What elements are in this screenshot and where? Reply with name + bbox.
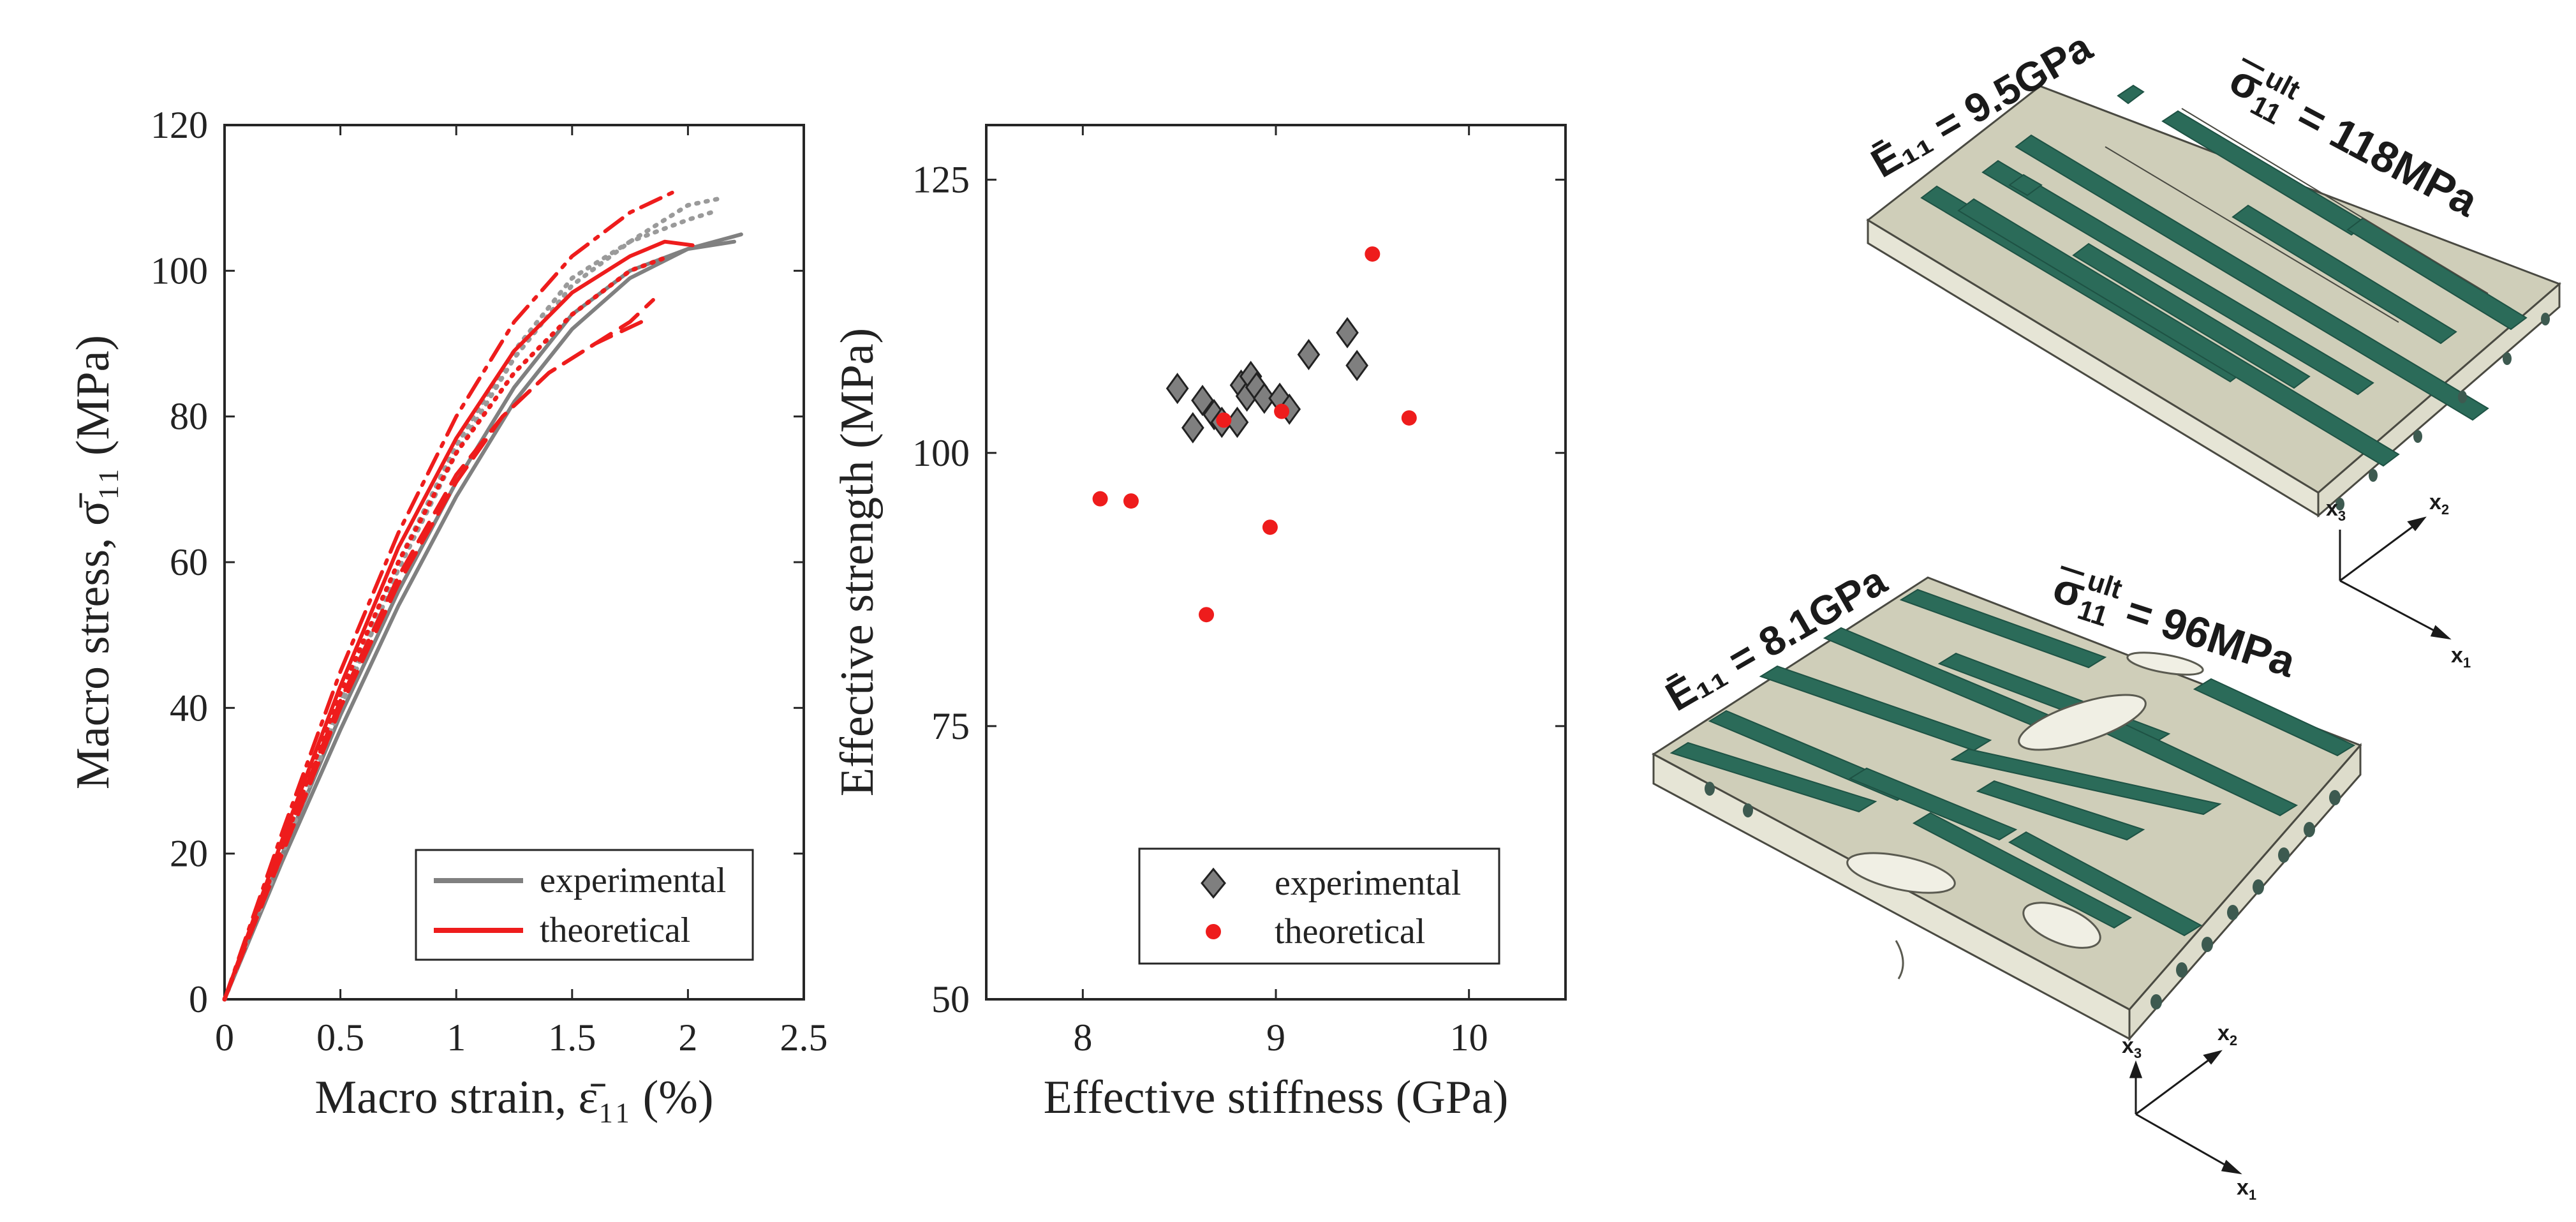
chart-b-point-experimental-15: [1345, 350, 1368, 382]
bottom-axis-x3-label: x3: [2122, 1034, 2142, 1061]
void-2: [1846, 852, 1956, 894]
top-axis-x2-label: x2: [2429, 490, 2449, 518]
chart-a-x-tick-label: 0.5: [316, 1017, 364, 1059]
chart-a-y-tick-label: 120: [151, 104, 208, 146]
chart-a-y-tick-label: 0: [189, 978, 208, 1020]
chart-b-point-theoretical-4: [1262, 519, 1278, 535]
bottom-axes-triad: [2129, 1050, 2242, 1175]
chart-a-x-tick-label: 0: [215, 1017, 234, 1059]
bottom-axis-x2-arrow: [2203, 1050, 2223, 1065]
top-axis-x2: [2339, 517, 2425, 582]
chart-a-series: [222, 188, 743, 1002]
specimen-top-fibers: [1920, 84, 2528, 467]
top-strength-overbar: [2242, 57, 2265, 72]
chart-a-x-tick-label: 2: [678, 1017, 697, 1059]
chart-b-legend: experimental theoretical: [1138, 847, 1500, 965]
chart-b-point-experimental-14: [1336, 317, 1359, 348]
top-axis-x3-label: x3: [2326, 496, 2346, 524]
chart-b-point-theoretical-5: [1274, 403, 1290, 419]
chart-a-x-tick-label: 1: [447, 1017, 466, 1059]
stiffness-strength-scatter: 8 9 10 50 75 100 125 Effective stiffness (GPa)…: [831, 124, 1567, 1124]
bottom-axis-x1-label: x1: [2237, 1175, 2256, 1203]
chart-a-y-tick-label: 20: [170, 833, 208, 875]
chart-a-y-tick-label: 100: [151, 250, 208, 292]
specimen-bottom-side-face: [2128, 743, 2362, 1041]
chart-b-point-experimental-2: [1191, 384, 1214, 417]
chart-a-ticks: 0 0.5 1 1.5 2 2.5 0 20 40 60 80 100 120: [151, 104, 828, 1059]
chart-b-point-theoretical-7: [1401, 410, 1417, 426]
specimen-bottom-fiber-ends: [1705, 782, 2341, 1010]
chart-b-ticks: 8 9 10 50 75 100 125: [912, 125, 1566, 1059]
specimen-top-grooves: [2105, 108, 2489, 323]
specimen-bottom-voids: [1846, 652, 2204, 980]
bottom-axis-x1-arrow: [2221, 1159, 2242, 1175]
specimen-bottom-fibers: [1669, 588, 2356, 937]
top-axis-x1-label: x1: [2451, 643, 2471, 671]
chart-b-legend-label-theoretical: theoretical: [1275, 912, 1425, 951]
chart-a-legend-box: [415, 849, 754, 961]
chart-a-x-axis-label: Macro strain, ε̄₁₁ (%): [315, 1071, 713, 1124]
chart-b-points: [1092, 246, 1417, 623]
chart-a-series-theoretical-5: [223, 239, 695, 1001]
chart-a-y-axis-label: Macro stress, σ̄₁₁ (MPa): [67, 335, 119, 789]
chart-a-series-theoretical-8: [223, 298, 655, 1001]
chart-b-y-tick-label: 50: [931, 978, 970, 1020]
chart-a-series-theoretical-4: [223, 188, 679, 1001]
chart-b-legend-label-experimental: experimental: [1275, 863, 1461, 903]
chart-b-point-theoretical-1: [1123, 493, 1139, 509]
chart-b-point-experimental-10: [1252, 382, 1276, 414]
chart-b-point-experimental-13: [1297, 339, 1321, 371]
chart-b-y-tick-label: 125: [912, 159, 970, 201]
chart-a-series-experimental-0: [223, 232, 743, 1001]
chart-a-y-tick-label: 60: [170, 541, 208, 583]
bottom-axis-x1: [2135, 1113, 2240, 1174]
bottom-strength-overbar: [2060, 565, 2085, 576]
bottom-axis-x2: [2135, 1050, 2221, 1115]
stress-strain-chart: 0 0.5 1 1.5 2 2.5 0 20 40 60 80 100 120 Macro strain…: [67, 104, 828, 1124]
chart-b-point-experimental-0: [1166, 373, 1189, 405]
chart-a-x-tick-label: 1.5: [548, 1017, 596, 1059]
chart-a-legend: experimental theoretical: [415, 849, 754, 961]
chart-b-point-theoretical-2: [1199, 607, 1215, 623]
chart-a-y-tick-label: 40: [170, 687, 208, 729]
chart-b-y-tick-label: 100: [912, 432, 970, 474]
void-4: [2126, 652, 2204, 676]
chart-b-legend-box: [1138, 847, 1500, 965]
chart-b-point-experimental-1: [1181, 412, 1204, 443]
chart-b-point-theoretical-0: [1092, 491, 1108, 507]
microstructure-panel: Ē₁₁ = 9.5GPa σ11ult = 118MPa x1 x2 x3: [1652, 24, 2561, 1203]
top-axis-x1-arrow: [2430, 625, 2452, 640]
bottom-axis-x2-label: x2: [2217, 1021, 2237, 1048]
top-axes-triad: [2339, 516, 2452, 640]
chart-a-y-tick-label: 80: [170, 396, 208, 438]
void-notch: [1895, 940, 1904, 980]
top-axis-x1: [2339, 579, 2449, 639]
void-1: [2018, 694, 2147, 751]
chart-a-x-tick-label: 2.5: [780, 1017, 828, 1059]
chart-a-legend-label-theoretical: theoretical: [540, 911, 690, 950]
top-axis-x2-arrow: [2407, 516, 2427, 532]
chart-b-legend-marker-experimental: [1201, 867, 1226, 899]
bottom-axis-x3-arrow: [2129, 1060, 2143, 1078]
chart-b-point-theoretical-6: [1365, 246, 1381, 262]
specimen-top: Ē₁₁ = 9.5GPa σ11ult = 118MPa x1 x2 x3: [1863, 24, 2561, 671]
void-3: [2022, 902, 2101, 949]
chart-b-legend-marker-theoretical: [1206, 924, 1221, 939]
chart-b-x-axis-label: Effective stiffness (GPa): [1044, 1071, 1509, 1124]
chart-b-x-tick-label: 10: [1450, 1017, 1488, 1059]
chart-b-x-tick-label: 8: [1073, 1017, 1092, 1059]
chart-a-legend-label-experimental: experimental: [540, 861, 726, 900]
chart-a-series-experimental-2: [222, 195, 725, 1002]
specimen-bottom: Ē₁₁ = 8.1GPa σ11ult = 96MPa x1 x2 x3: [1652, 557, 2362, 1203]
chart-b-x-tick-label: 9: [1266, 1017, 1285, 1059]
chart-b-y-axis-label: Effective strength (MPa): [831, 328, 884, 796]
chart-b-point-theoretical-3: [1216, 412, 1232, 428]
specimen-top-fiber-ends: [2335, 313, 2550, 510]
chart-b-y-tick-label: 75: [931, 705, 970, 747]
